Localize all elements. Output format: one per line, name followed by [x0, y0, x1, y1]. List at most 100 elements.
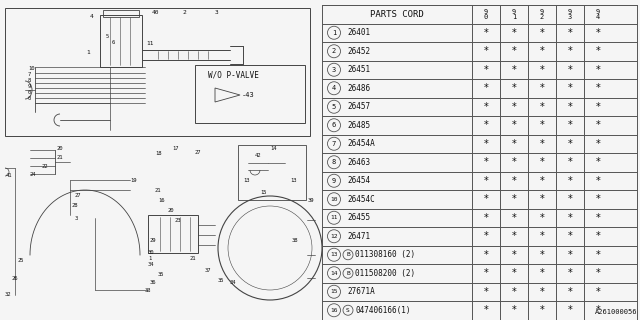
- Text: 39: 39: [308, 197, 314, 203]
- Text: 38: 38: [292, 237, 298, 243]
- Text: *: *: [596, 28, 600, 38]
- Text: 3: 3: [215, 10, 219, 14]
- Text: *: *: [484, 250, 488, 260]
- Text: 18: 18: [155, 150, 161, 156]
- Text: *: *: [596, 250, 600, 260]
- Text: *: *: [568, 139, 572, 149]
- Text: 26457: 26457: [347, 102, 370, 111]
- Text: 26: 26: [12, 276, 19, 281]
- Bar: [100, 15, 142, 67]
- Text: 36: 36: [150, 281, 157, 285]
- Text: 12: 12: [330, 234, 338, 239]
- Text: 9
0: 9 0: [484, 9, 488, 20]
- Text: B: B: [346, 252, 350, 257]
- Text: 16: 16: [330, 308, 338, 313]
- Text: 17: 17: [172, 146, 179, 150]
- Text: 28: 28: [72, 203, 79, 207]
- Text: 26451: 26451: [347, 65, 370, 74]
- Text: 42: 42: [255, 153, 262, 157]
- Text: *: *: [568, 65, 572, 75]
- Text: *: *: [484, 65, 488, 75]
- Text: 13: 13: [243, 178, 250, 182]
- Text: 26463: 26463: [347, 158, 370, 167]
- Text: *: *: [540, 120, 545, 130]
- Text: 9
2: 9 2: [540, 9, 544, 20]
- Text: *: *: [511, 305, 516, 315]
- Text: 7: 7: [332, 141, 336, 147]
- Text: -43: -43: [242, 92, 255, 98]
- Text: 9: 9: [332, 178, 336, 184]
- Text: 24: 24: [30, 172, 36, 177]
- Text: 5: 5: [106, 34, 109, 38]
- Text: 4: 4: [90, 13, 93, 19]
- Text: *: *: [596, 231, 600, 241]
- Bar: [148, 215, 198, 253]
- Text: 26455: 26455: [347, 213, 370, 222]
- Text: 2: 2: [182, 10, 186, 14]
- Text: *: *: [596, 305, 600, 315]
- Text: *: *: [540, 46, 545, 56]
- Text: *: *: [596, 213, 600, 223]
- Text: *: *: [596, 157, 600, 167]
- Text: 22: 22: [42, 164, 49, 169]
- Text: *: *: [540, 305, 545, 315]
- Text: *: *: [540, 194, 545, 204]
- Text: 2: 2: [332, 48, 336, 54]
- Text: 32: 32: [5, 292, 12, 298]
- Text: A261000056: A261000056: [595, 309, 637, 315]
- Text: *: *: [540, 250, 545, 260]
- Text: 25: 25: [18, 258, 24, 262]
- Text: *: *: [511, 250, 516, 260]
- Text: 1: 1: [86, 50, 90, 54]
- Text: 4: 4: [332, 85, 336, 91]
- Text: 11: 11: [146, 41, 154, 45]
- Text: *: *: [596, 120, 600, 130]
- Text: *: *: [511, 213, 516, 223]
- Text: *: *: [596, 65, 600, 75]
- Text: 6: 6: [112, 39, 115, 44]
- Text: 21: 21: [155, 188, 161, 193]
- Text: 10: 10: [330, 197, 338, 202]
- Text: *: *: [484, 28, 488, 38]
- Text: *: *: [540, 157, 545, 167]
- Bar: [322, 5, 637, 319]
- Text: *: *: [540, 231, 545, 241]
- Text: 26401: 26401: [347, 28, 370, 37]
- Text: 40: 40: [152, 10, 159, 14]
- Text: 8: 8: [28, 77, 31, 83]
- Text: *: *: [540, 28, 545, 38]
- Text: *: *: [568, 46, 572, 56]
- Text: 26454: 26454: [347, 176, 370, 185]
- Text: 35: 35: [218, 277, 225, 283]
- Text: 29: 29: [150, 237, 157, 243]
- Text: *: *: [568, 157, 572, 167]
- Text: *: *: [484, 305, 488, 315]
- Text: PARTS CORD: PARTS CORD: [370, 10, 424, 19]
- Text: *: *: [484, 287, 488, 297]
- Text: *: *: [484, 176, 488, 186]
- Text: *: *: [511, 102, 516, 112]
- Text: 14: 14: [330, 271, 338, 276]
- Text: *: *: [568, 250, 572, 260]
- Text: 26486: 26486: [347, 84, 370, 93]
- Text: 34: 34: [148, 262, 154, 268]
- Text: *: *: [568, 120, 572, 130]
- Text: *: *: [596, 287, 600, 297]
- Text: 26454A: 26454A: [347, 139, 375, 148]
- Text: 5: 5: [332, 104, 336, 110]
- Text: 19: 19: [130, 178, 136, 182]
- Text: *: *: [540, 139, 545, 149]
- Text: 011508200 (2): 011508200 (2): [355, 269, 415, 278]
- Bar: [5, 8, 310, 136]
- Text: *: *: [484, 213, 488, 223]
- Text: *: *: [511, 194, 516, 204]
- Text: *: *: [596, 268, 600, 278]
- Text: 27: 27: [75, 193, 81, 197]
- Text: 9: 9: [28, 84, 31, 89]
- Text: S: S: [346, 308, 350, 313]
- Text: 10: 10: [28, 66, 35, 70]
- Text: 9
4: 9 4: [596, 9, 600, 20]
- Text: *: *: [568, 102, 572, 112]
- Text: 1: 1: [148, 255, 151, 260]
- Text: 26452: 26452: [347, 47, 370, 56]
